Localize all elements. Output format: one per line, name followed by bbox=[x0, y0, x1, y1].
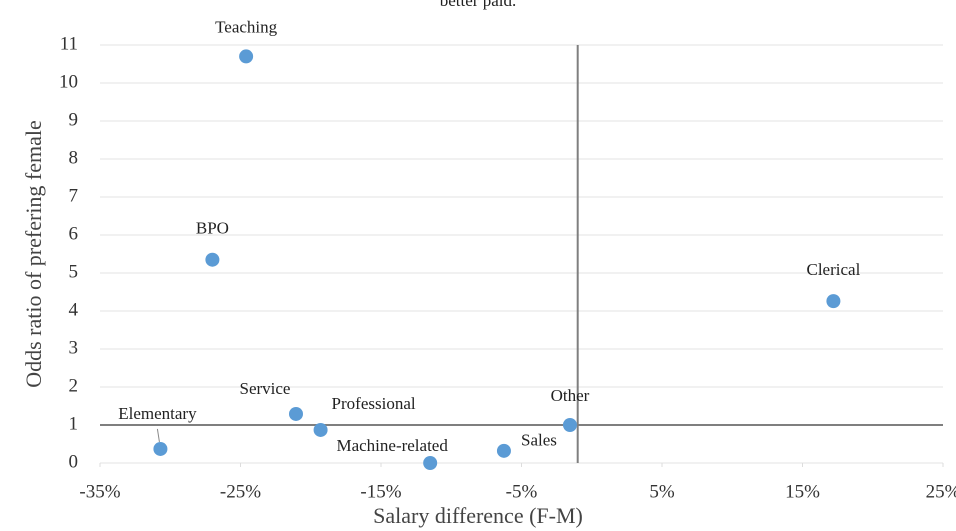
x-tick-label: 15% bbox=[785, 481, 820, 502]
point-label: Clerical bbox=[807, 260, 861, 279]
point bbox=[288, 406, 303, 421]
y-tick-label: 4 bbox=[69, 299, 79, 320]
y-tick-label: 2 bbox=[69, 375, 79, 396]
point-label: Service bbox=[240, 379, 291, 398]
y-tick-label: 5 bbox=[69, 261, 79, 282]
y-tick-label: 11 bbox=[60, 33, 78, 54]
point bbox=[153, 441, 168, 456]
x-tick-label: -5% bbox=[506, 481, 538, 502]
y-tick-label: 1 bbox=[69, 413, 79, 434]
y-tick-label: 10 bbox=[59, 71, 78, 92]
point-label: Other bbox=[551, 386, 590, 405]
point-label: Professional bbox=[332, 394, 416, 413]
point bbox=[496, 443, 511, 458]
y-tick-label: 3 bbox=[69, 337, 79, 358]
y-tick-label: 8 bbox=[69, 147, 79, 168]
x-tick-label: 5% bbox=[649, 481, 675, 502]
chart-title: better paid. bbox=[440, 0, 516, 10]
y-tick-label: 6 bbox=[69, 223, 79, 244]
point-label: Elementary bbox=[118, 404, 197, 423]
point-label: BPO bbox=[196, 219, 229, 238]
y-axis-title: Odds ratio of prefering female bbox=[21, 120, 46, 388]
leader-line bbox=[156, 428, 160, 443]
point bbox=[562, 418, 577, 432]
y-tick-label: 7 bbox=[69, 185, 79, 206]
x-tick-label: -15% bbox=[360, 481, 401, 502]
y-tick-label: 0 bbox=[69, 451, 79, 472]
point-label: Sales bbox=[521, 431, 557, 450]
point-label: Teaching bbox=[215, 17, 278, 36]
point bbox=[423, 456, 438, 470]
x-tick-label: -25% bbox=[220, 481, 261, 502]
point bbox=[313, 422, 328, 437]
x-tick-label: 25% bbox=[926, 481, 956, 502]
x-tick-label: -35% bbox=[79, 481, 120, 502]
point bbox=[205, 252, 220, 267]
point bbox=[239, 49, 254, 64]
y-tick-label: 9 bbox=[69, 109, 79, 130]
point bbox=[826, 294, 841, 309]
point-label: Machine-related bbox=[336, 436, 448, 455]
x-axis-title: Salary difference (F-M) bbox=[373, 503, 583, 528]
